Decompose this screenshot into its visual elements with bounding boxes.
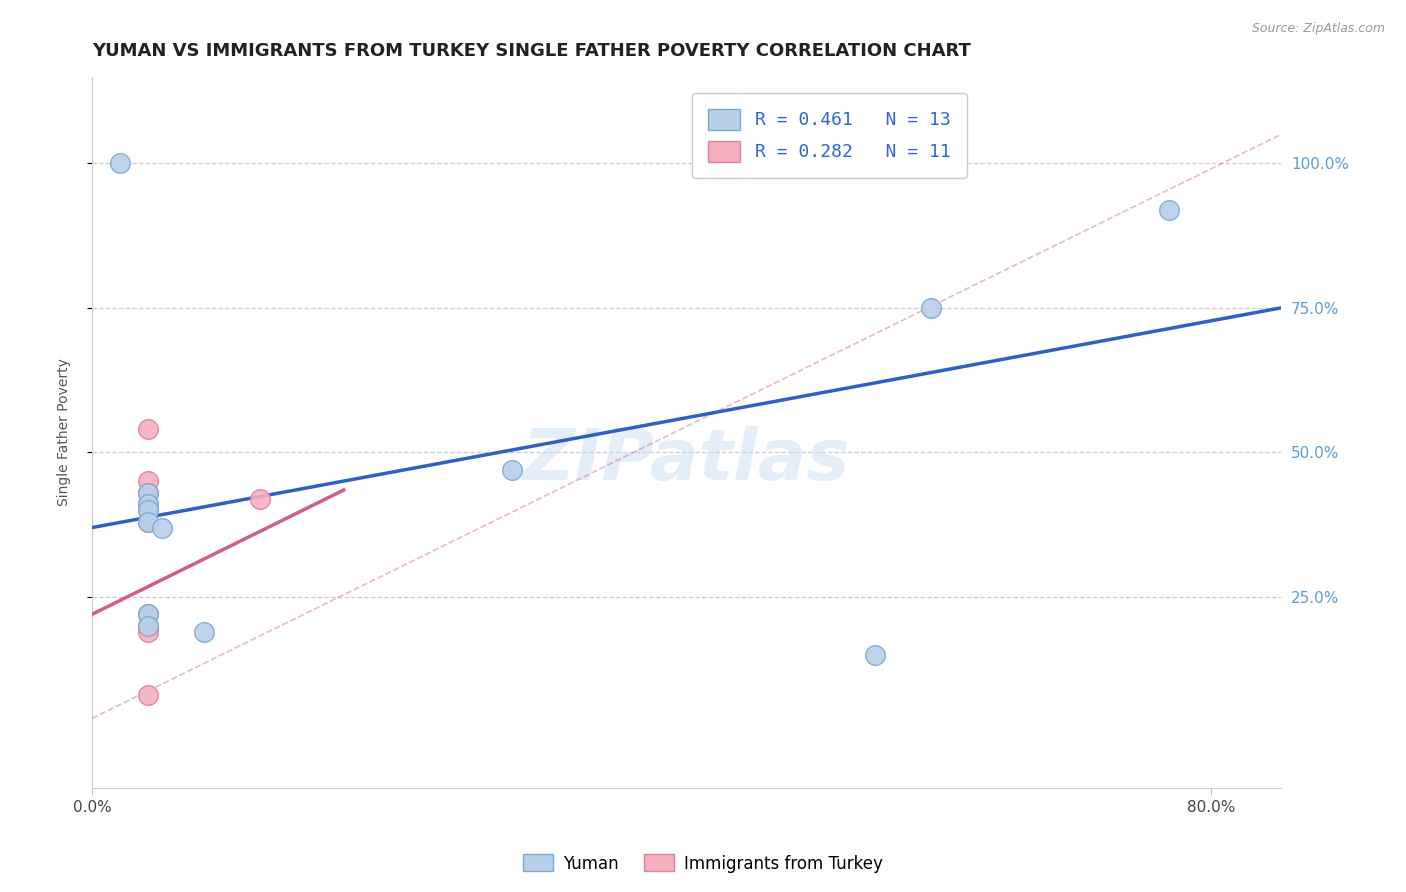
Point: [136, 607, 159, 622]
Point: [136, 619, 159, 633]
Point: [150, 520, 173, 534]
Point: [920, 301, 942, 315]
Point: [136, 422, 159, 436]
Point: [136, 486, 159, 500]
Point: [249, 491, 271, 506]
Point: [136, 498, 159, 512]
Text: YUMAN VS IMMIGRANTS FROM TURKEY SINGLE FATHER POVERTY CORRELATION CHART: YUMAN VS IMMIGRANTS FROM TURKEY SINGLE F…: [91, 42, 972, 60]
Point: [136, 619, 159, 633]
Legend: R = 0.461   N = 13, R = 0.282   N = 11: R = 0.461 N = 13, R = 0.282 N = 11: [692, 93, 967, 178]
Point: [136, 498, 159, 512]
Point: [136, 688, 159, 702]
Point: [136, 515, 159, 529]
Point: [136, 503, 159, 517]
Text: ZIPatlas: ZIPatlas: [523, 426, 851, 495]
Point: [865, 648, 887, 662]
Point: [501, 463, 523, 477]
Point: [193, 624, 215, 639]
Point: [136, 607, 159, 622]
Point: [136, 503, 159, 517]
Point: [136, 515, 159, 529]
Text: Source: ZipAtlas.com: Source: ZipAtlas.com: [1251, 22, 1385, 36]
Point: [108, 156, 131, 170]
Legend: Yuman, Immigrants from Turkey: Yuman, Immigrants from Turkey: [516, 847, 890, 880]
Point: [136, 486, 159, 500]
Point: [136, 475, 159, 489]
Point: [1159, 202, 1181, 217]
Y-axis label: Single Father Poverty: Single Father Poverty: [58, 359, 72, 506]
Point: [136, 624, 159, 639]
